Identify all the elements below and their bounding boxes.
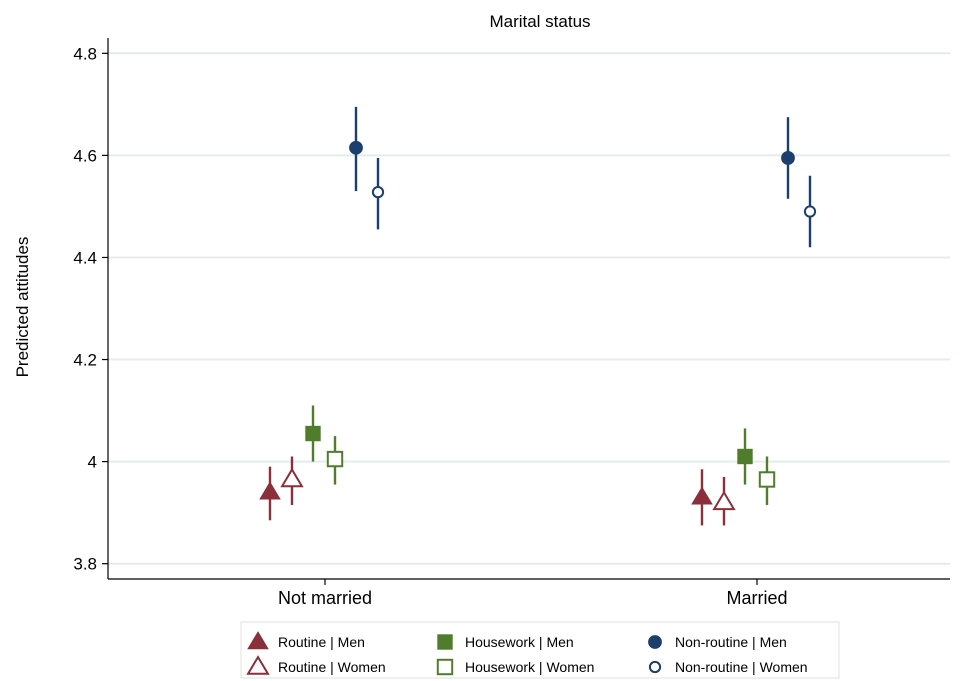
gridlines <box>108 52 950 565</box>
x-category-label: Not married <box>278 588 372 608</box>
data-point <box>712 490 736 511</box>
data-point <box>326 450 344 468</box>
legend-box <box>240 621 840 679</box>
y-tick-label: 4.4 <box>73 248 97 267</box>
y-tick-label: 4 <box>88 453 97 472</box>
legend-marker <box>246 655 270 675</box>
legend-marker <box>648 660 662 674</box>
data-point <box>259 481 281 500</box>
chart-title: Marital status <box>489 12 590 31</box>
data-point <box>691 486 713 505</box>
y-tick-label: 4.2 <box>73 351 97 370</box>
data-point <box>737 448 753 465</box>
legend-marker <box>247 631 269 650</box>
data-point <box>758 471 776 488</box>
legend-label: Routine | Men <box>278 634 365 650</box>
legend-label: Routine | Women <box>278 659 386 675</box>
x-axis-categories: Not married Married <box>278 579 788 608</box>
data-point <box>349 140 363 155</box>
y-axis-title: Predicted attitudes <box>13 237 32 378</box>
legend-label: Non-routine | Women <box>675 659 808 675</box>
data-marks <box>259 106 817 526</box>
y-axis-ticks: 3.8 4 4.2 4.4 4.6 4.8 <box>73 44 108 574</box>
legend: Routine | Men Routine | Women Housework | … <box>246 631 808 676</box>
legend-marker <box>437 634 453 650</box>
data-point <box>280 467 304 488</box>
y-tick-label: 4.6 <box>73 146 97 165</box>
data-point <box>781 151 795 165</box>
legend-marker <box>648 635 662 649</box>
data-point <box>371 186 385 199</box>
data-point <box>803 205 817 218</box>
legend-label: Housework | Women <box>465 659 594 675</box>
data-point <box>305 425 321 442</box>
legend-marker <box>436 658 454 676</box>
y-tick-label: 3.8 <box>73 555 97 574</box>
legend-label: Non-routine | Men <box>675 634 787 650</box>
y-tick-label: 4.8 <box>73 44 97 63</box>
x-category-label: Married <box>726 588 787 608</box>
legend-label: Housework | Men <box>465 634 574 650</box>
